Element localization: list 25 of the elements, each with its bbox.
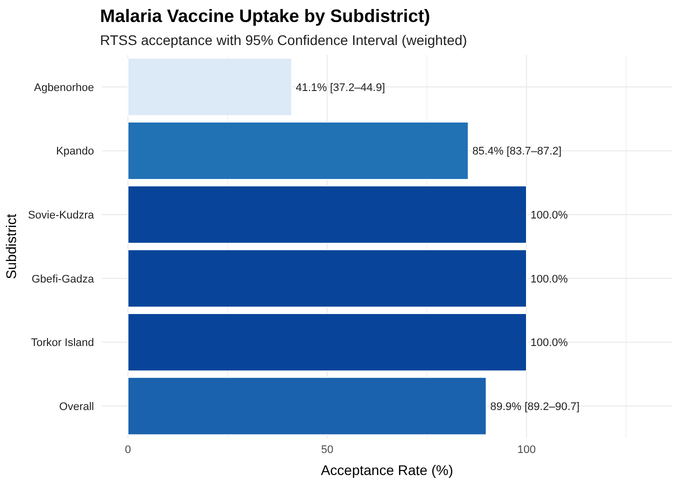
data-label: 89.9% [89.2–90.7] <box>490 400 580 413</box>
bar <box>127 185 528 244</box>
y-tick-label: Overall <box>59 400 94 413</box>
bar <box>127 313 528 372</box>
data-label: 100.0% <box>530 273 568 286</box>
x-tick-label: 50 <box>321 444 334 456</box>
chart-subtitle: RTSS acceptance with 95% Confidence Interval (weighted) <box>100 32 468 48</box>
bar <box>127 249 528 308</box>
data-label: 100.0% <box>530 209 568 222</box>
x-axis-title: Acceptance Rate (%) <box>320 462 454 478</box>
y-tick-label: Gbefi-Gadza <box>32 273 95 286</box>
y-tick-label: Sovie-Kudzra <box>28 209 95 222</box>
data-label: 41.1% [37.2–44.9] <box>296 82 386 94</box>
y-tick-label: Kpando <box>56 146 94 158</box>
data-label: 85.4% [83.7–87.2] <box>472 146 562 158</box>
data-label: 100.0% <box>530 337 568 350</box>
y-tick-label: Agbenorhoe <box>34 82 94 94</box>
y-tick-label: Torkor Island <box>31 337 94 350</box>
bar <box>127 122 469 180</box>
x-tick-label: 100 <box>517 444 536 456</box>
y-axis-title: Subdistrict <box>3 214 19 280</box>
bar <box>127 376 487 436</box>
bar <box>127 58 292 116</box>
x-tick-label: 0 <box>124 444 131 456</box>
chart-title: Malaria Vaccine Uptake by Subdistrict) <box>100 6 430 26</box>
